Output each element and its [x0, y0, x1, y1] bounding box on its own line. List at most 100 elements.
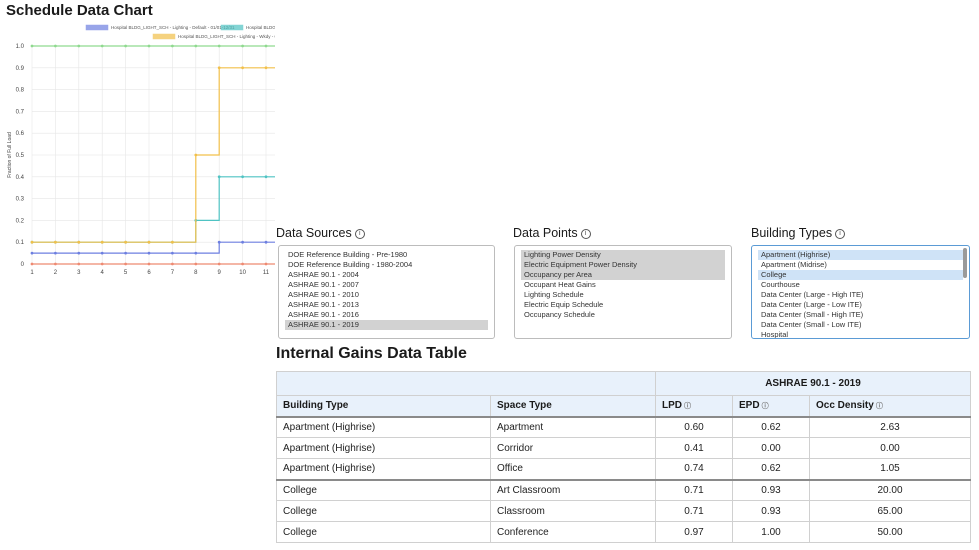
data-point	[217, 240, 221, 244]
data-sources-title: Data Sources i	[276, 226, 365, 240]
info-icon[interactable]: ⓘ	[684, 403, 691, 411]
cell-building-type: Apartment (Highrise)	[276, 458, 491, 480]
data-point	[171, 240, 174, 244]
cell-epd: 0.62	[732, 458, 810, 480]
data-point	[30, 240, 34, 244]
column-header-label: Space Type	[497, 400, 552, 412]
table-group-header: ASHRAE 90.1 - 2019	[655, 371, 971, 396]
listbox-option[interactable]: ASHRAE 90.1 - 2013	[288, 300, 359, 309]
listbox-option[interactable]: Occupancy Schedule	[524, 310, 595, 319]
y-axis-label: Fraction of Full Load	[7, 132, 13, 178]
listbox-option[interactable]: ASHRAE 90.1 - 2016	[288, 310, 359, 319]
listbox-option[interactable]: Occupant Heat Gains	[524, 280, 596, 289]
data-sources-listbox[interactable]: DOE Reference Building - Pre-1980 DOE Ref…	[278, 245, 495, 339]
column-header-occ-density[interactable]: Occ Density ⓘ	[809, 395, 971, 418]
legend-swatch	[85, 24, 109, 31]
x-tick-label: 1	[30, 270, 34, 276]
data-point	[54, 44, 57, 48]
data-point	[100, 44, 104, 48]
cell-space-type: Conference	[490, 521, 656, 543]
data-point	[241, 44, 245, 48]
data-point	[147, 262, 151, 266]
listbox-option[interactable]: Electric Equip Schedule	[524, 300, 604, 309]
listbox-scrollbar[interactable]	[963, 248, 967, 278]
table-row: College Classroom 0.71 0.93 65.00	[276, 500, 971, 522]
column-header-space-type[interactable]: Space Type	[490, 395, 656, 418]
info-icon[interactable]: i	[835, 228, 846, 239]
cell-building-type: College	[276, 521, 491, 543]
listbox-option[interactable]: Apartment (Highrise)	[758, 250, 963, 260]
listbox-option[interactable]: ASHRAE 90.1 - 2019	[285, 320, 488, 330]
legend-label: Hospital BLDG_LIGHT_SCH - Lighting - Wkd…	[178, 34, 275, 39]
listbox-option[interactable]: Lighting Schedule	[524, 290, 584, 299]
data-point	[124, 44, 127, 48]
column-header-epd[interactable]: EPD ⓘ	[732, 395, 810, 418]
cell-epd: 0.93	[732, 500, 810, 522]
x-tick-label: 4	[101, 270, 105, 276]
column-header-lpd[interactable]: LPD ⓘ	[655, 395, 733, 418]
cell-epd: 0.62	[732, 416, 810, 438]
listbox-option[interactable]: Courthouse	[761, 280, 800, 289]
info-icon[interactable]: i	[580, 228, 591, 239]
data-point	[77, 262, 81, 266]
listbox-option[interactable]: Data Center (Small - Low ITE)	[761, 320, 862, 329]
listbox-option[interactable]: ASHRAE 90.1 - 2004	[288, 270, 359, 279]
y-tick-label: 0.5	[16, 153, 25, 159]
column-header-building-type[interactable]: Building Type	[276, 395, 491, 418]
data-point	[241, 66, 245, 70]
column-header-label: EPD	[739, 400, 760, 412]
data-points-label: Data Points	[513, 226, 578, 240]
cell-lpd: 0.60	[655, 416, 733, 438]
data-point	[264, 240, 268, 244]
listbox-option[interactable]: Data Center (Large - Low ITE)	[761, 300, 862, 309]
cell-occ-density: 65.00	[809, 500, 971, 522]
listbox-option[interactable]: Hospital	[761, 330, 789, 339]
data-point	[264, 44, 268, 48]
data-point	[171, 251, 174, 255]
data-point	[30, 262, 34, 266]
listbox-option[interactable]: ASHRAE 90.1 - 2010	[288, 290, 359, 299]
listbox-option[interactable]: Lighting Power Density	[521, 250, 725, 260]
data-point	[77, 251, 81, 255]
listbox-option[interactable]: DOE Reference Building - Pre-1980	[288, 250, 408, 259]
cell-epd: 0.93	[732, 478, 810, 501]
x-tick-label: 5	[124, 270, 128, 276]
x-tick-label: 10	[239, 270, 246, 276]
cell-epd: 1.00	[732, 521, 810, 543]
listbox-option[interactable]: Data Center (Small - High ITE)	[761, 310, 864, 319]
y-tick-label: 0	[21, 262, 25, 268]
data-point	[124, 240, 127, 244]
column-header-label: Building Type	[283, 400, 349, 412]
info-icon[interactable]: ⓘ	[761, 403, 769, 411]
cell-lpd: 0.41	[655, 437, 733, 459]
data-point	[217, 66, 221, 70]
data-point	[241, 240, 245, 244]
listbox-option[interactable]: Electric Equipment Power Density	[521, 260, 725, 270]
data-point	[264, 262, 268, 266]
schedule-chart: 0 0.1 0.2 0.3 0.4 0.5 0.6 0.7 0.8 0.9 1.0 1 2 3 4 5 6 7 8 9…	[7, 24, 275, 276]
y-tick-label: 0.9	[16, 66, 25, 72]
data-point	[217, 175, 221, 179]
table-title: Internal Gains Data Table	[276, 345, 467, 362]
data-point	[217, 44, 221, 48]
listbox-option[interactable]: ASHRAE 90.1 - 2007	[288, 280, 359, 289]
listbox-option[interactable]: Apartment (Midrise)	[761, 260, 827, 269]
listbox-option[interactable]: College	[758, 270, 963, 280]
listbox-option[interactable]: Data Center (Large - High ITE)	[761, 290, 864, 299]
y-tick-label: 1.0	[16, 44, 25, 50]
x-tick-label: 8	[194, 270, 198, 276]
data-point	[194, 251, 198, 255]
info-icon[interactable]: ⓘ	[875, 403, 883, 411]
cell-lpd: 0.74	[655, 458, 733, 480]
table-group-header-row: ASHRAE 90.1 - 2019	[276, 371, 971, 396]
legend-label: Hospital BLDG_LIGHT_SCH - Lighting - Sat…	[246, 25, 275, 30]
info-icon[interactable]: i	[354, 228, 365, 239]
listbox-option[interactable]: Occupancy per Area	[521, 270, 725, 280]
cell-lpd: 0.97	[655, 521, 733, 543]
data-point	[54, 251, 57, 255]
listbox-option[interactable]: DOE Reference Building - 1980-2004	[288, 260, 413, 269]
data-point	[77, 44, 81, 48]
data-point	[241, 175, 245, 179]
building-types-listbox[interactable]: Apartment (Highrise) Apartment (Midrise) C…	[751, 245, 970, 339]
data-points-listbox[interactable]: Lighting Power Density Electric Equipment…	[514, 245, 732, 339]
